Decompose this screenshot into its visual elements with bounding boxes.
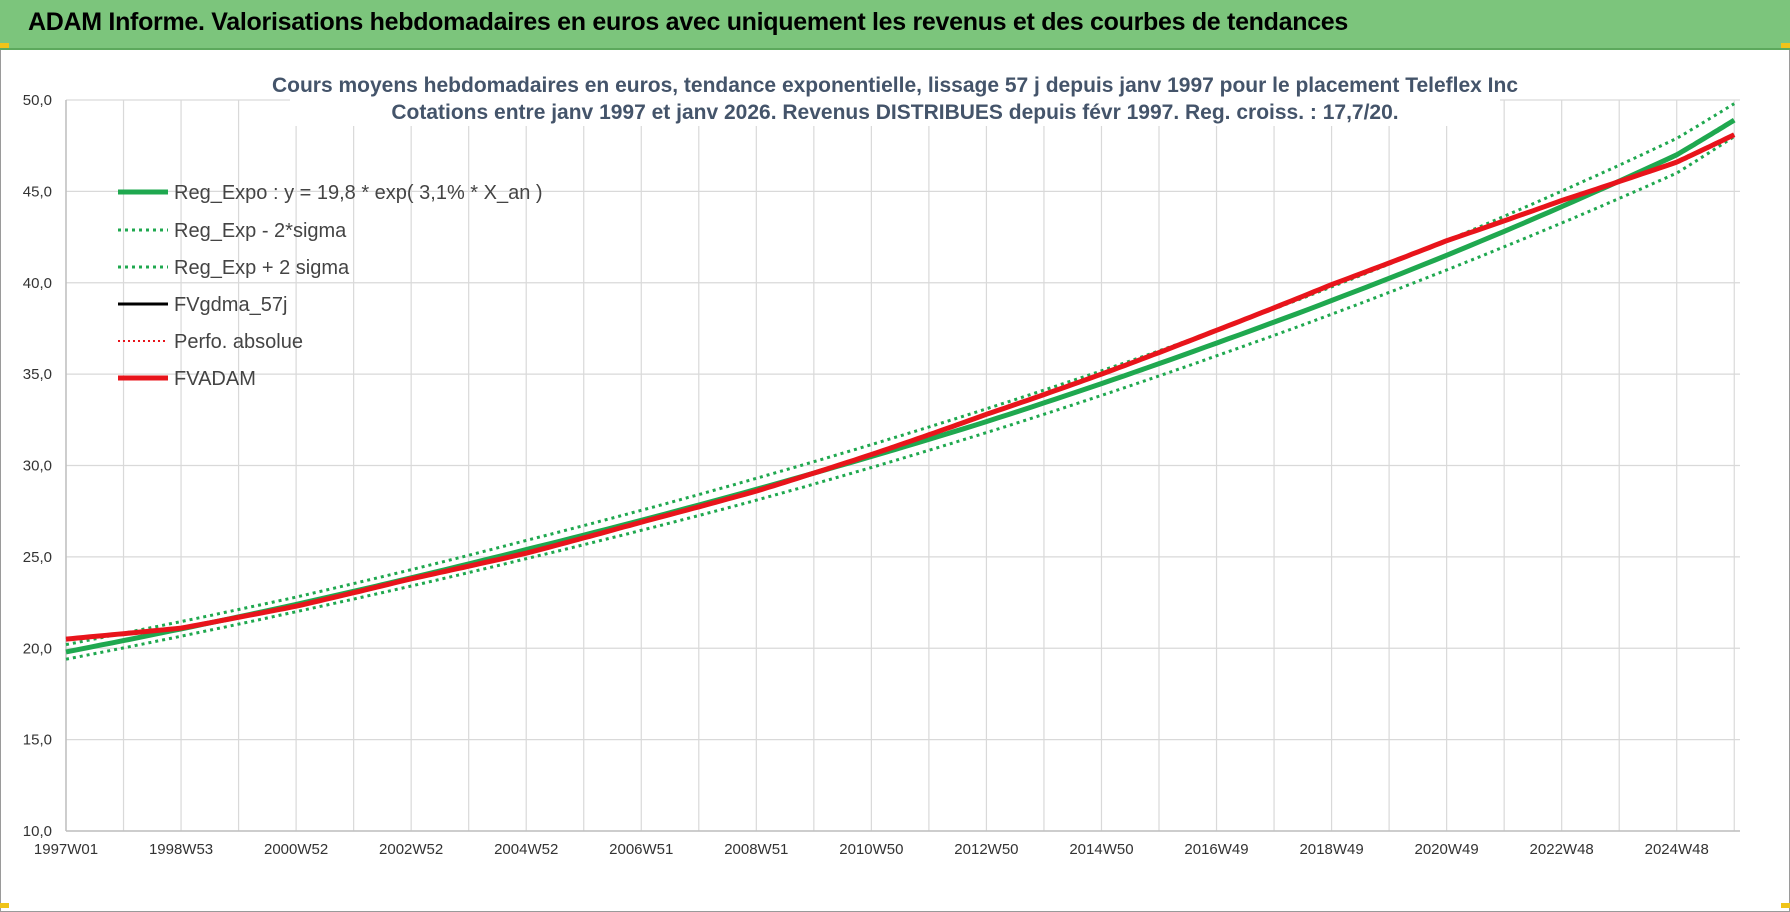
x-tick-label: 2004W52 [494, 841, 558, 858]
legend-label-reg-exp-plus: Reg_Exp + 2 sigma [174, 257, 350, 279]
x-tick-label: 2002W52 [379, 841, 443, 858]
y-tick-label: 30,0 [23, 458, 52, 475]
x-tick-label: 2022W48 [1530, 841, 1594, 858]
x-tick-label: 2018W49 [1299, 841, 1363, 858]
chart-title-background [290, 68, 1500, 126]
x-tick-label: 2008W51 [724, 841, 788, 858]
chart-grid [65, 99, 1740, 832]
y-tick-label: 50,0 [23, 92, 52, 109]
x-tick-label: 1997W01 [34, 841, 98, 858]
line-chart: Cours moyens hebdomadaires en euros, ten… [23, 68, 1740, 858]
series-line-fvadam [65, 132, 1736, 642]
x-tick-label: 2000W52 [264, 841, 328, 858]
report-header-banner: ADAM Informe. Valorisations hebdomadaire… [0, 0, 1790, 50]
series-line-perfo [65, 133, 1735, 641]
y-tick-label: 20,0 [23, 640, 52, 657]
y-tick-label: 35,0 [23, 366, 52, 383]
chart-subtitle: Cotations entre janv 1997 et janv 2026. … [391, 101, 1398, 124]
y-tick-label: 40,0 [23, 275, 52, 292]
x-tick-label: 2020W49 [1415, 841, 1479, 858]
y-tick-label: 25,0 [23, 549, 52, 566]
chart-title: Cours moyens hebdomadaires en euros, ten… [272, 74, 1518, 97]
chart-legend: Reg_Expo : y = 19,8 * exp( 3,1% * X_an )… [118, 182, 543, 390]
report-title: ADAM Informe. Valorisations hebdomadaire… [28, 8, 1349, 36]
series-line-reg_exp [65, 135, 1736, 661]
x-axis-ticks: 1997W01 1998W53 2000W52 2002W52 2004W52 2006W… [34, 841, 1709, 858]
corner-marker [0, 903, 9, 908]
legend-label-fvgdma: FVgdma_57j [174, 294, 287, 316]
x-tick-label: 2024W48 [1645, 841, 1709, 858]
x-tick-label: 2010W50 [839, 841, 903, 858]
y-tick-label: 45,0 [23, 183, 52, 200]
x-tick-label: 2012W50 [954, 841, 1018, 858]
x-tick-label: 1998W53 [149, 841, 213, 858]
series-line-fvgdma_57j [65, 133, 1735, 641]
corner-marker [1781, 903, 1790, 908]
legend-label-reg-expo: Reg_Expo : y = 19,8 * exp( 3,1% * X_an ) [174, 182, 543, 204]
chart-series [65, 102, 1736, 661]
x-tick-label: 2016W49 [1184, 841, 1248, 858]
x-tick-label: 2014W50 [1069, 841, 1133, 858]
legend-label-perfo: Perfo. absolue [174, 331, 303, 353]
legend-label-reg-exp-minus: Reg_Exp - 2*sigma [174, 220, 347, 242]
legend-label-fvadam: FVADAM [174, 368, 256, 390]
y-tick-label: 15,0 [23, 732, 52, 749]
corner-marker [0, 43, 9, 48]
y-tick-label: 10,0 [23, 823, 52, 840]
x-tick-label: 2006W51 [609, 841, 673, 858]
corner-marker [1781, 43, 1790, 48]
y-axis-ticks: 10,0 15,0 20,0 25,0 30,0 35,0 40,0 45,0 50,0 [23, 92, 52, 840]
